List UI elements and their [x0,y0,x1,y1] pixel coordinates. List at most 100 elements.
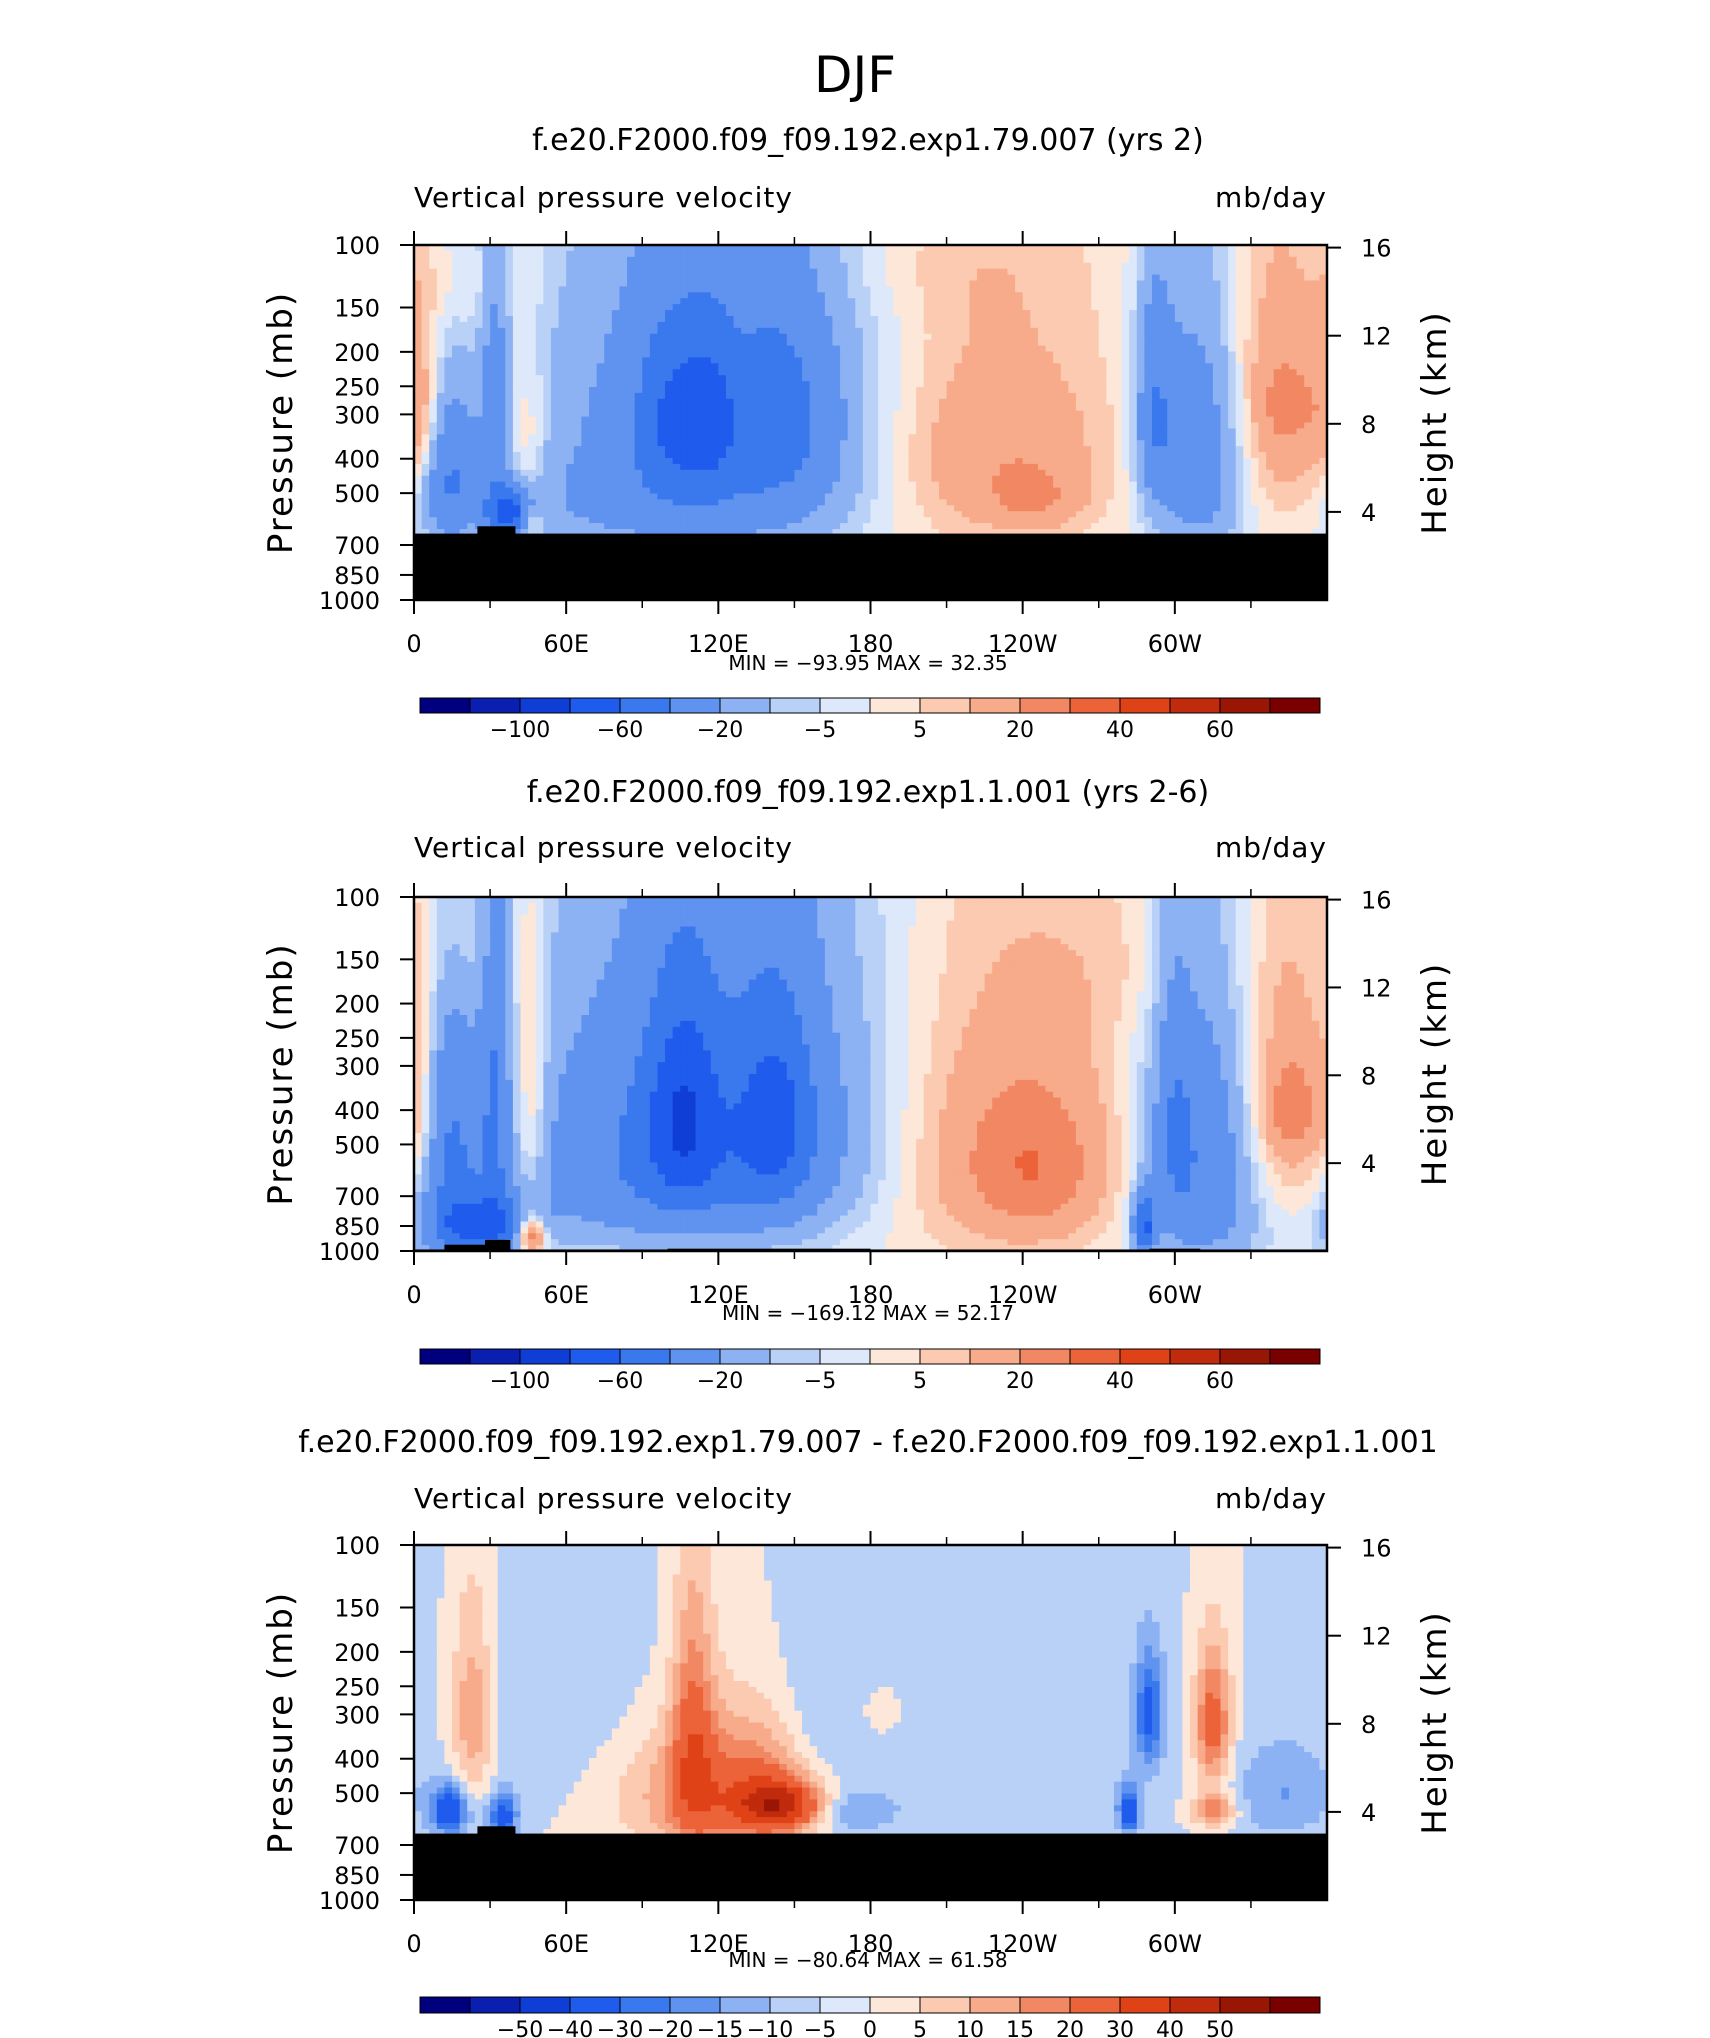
heat-cell [733,446,742,453]
heat-cell [452,446,461,453]
heat-cell [649,469,659,477]
heat-cell [543,274,552,282]
heat-cell [1159,369,1168,376]
heat-cell [1235,398,1244,406]
heat-cell [566,327,575,335]
heat-cell [550,310,560,317]
heat-cell [1053,250,1062,258]
heat-cell [672,410,681,418]
heat-cell [1144,327,1153,335]
heat-cell [474,452,484,459]
heat-cell [642,381,651,388]
heat-cell [817,410,826,418]
heat-cell [817,463,826,471]
heat-cell [1174,375,1184,382]
heat-cell [634,245,643,252]
heat-cell [573,446,582,453]
heat-cell [535,321,544,329]
heat-cell [840,286,849,293]
heat-cell [748,469,757,477]
heat-cell [878,387,887,394]
heat-cell [634,422,643,430]
heat-cell [999,357,1009,364]
heat-cell [802,280,811,288]
heat-cell [1319,256,1328,264]
heat-cell [824,375,834,382]
heat-cell [1030,327,1039,335]
heat-cell [1136,392,1145,400]
heat-cell [535,404,544,412]
heat-cell [1098,280,1107,288]
heat-cell [1037,345,1047,353]
heat-cell [1136,398,1145,406]
heat-cell [725,339,735,347]
heat-cell [436,363,446,370]
heat-cell [474,387,484,394]
heat-cell [809,463,818,471]
heat-cell [1197,481,1206,489]
heat-cell [1266,440,1275,447]
heat-cell [619,298,628,305]
heat-cell [1296,310,1305,317]
heat-cell [543,268,552,276]
heat-cell [977,452,986,459]
heat-cell [459,440,468,447]
heat-cell [1311,452,1320,459]
heat-cell [786,298,796,305]
heat-cell [566,446,575,453]
heat-cell [596,333,605,341]
heat-cell [1075,463,1085,471]
heat-cell [908,292,917,299]
heat-cell [573,316,582,323]
heat-cell [794,245,803,252]
heat-cell [1015,398,1024,406]
heat-cell [984,304,993,311]
heat-cell [1121,280,1130,288]
heat-cell [581,440,590,447]
heat-cell [779,381,788,388]
heat-cell [938,321,948,329]
heat-cell [421,327,430,335]
heat-cell [832,280,841,288]
heat-cell [725,262,735,270]
heat-cell [1129,428,1138,435]
heat-cell [938,422,948,430]
heat-cell [969,475,978,483]
heat-cell [665,250,674,258]
heat-cell [1288,333,1298,341]
heat-cell [885,475,894,483]
heat-cell [1152,458,1161,465]
heat-cell [1235,481,1244,489]
heat-cell [657,392,666,400]
heat-cell [1319,463,1328,471]
heat-cell [1182,434,1191,441]
heat-cell [528,268,537,276]
heat-cell [923,392,932,400]
heat-cell [1037,416,1047,424]
heat-cell [1228,416,1237,424]
heat-cell [999,286,1009,293]
heat-cell [878,392,887,400]
heat-cell [893,475,902,483]
heat-cell [611,351,621,359]
heat-cell [1037,310,1047,317]
heat-cell [695,310,704,317]
heat-cell [1121,245,1130,252]
heat-cell [611,316,621,323]
heat-cell [1250,481,1260,489]
heat-cell [703,416,712,424]
heat-cell [999,327,1009,335]
heat-cell [1053,452,1062,459]
heat-cell [649,481,659,489]
heat-cell [550,256,560,264]
heat-cell [954,434,963,441]
heat-cell [528,487,537,495]
heat-cell [1205,280,1214,288]
heat-cell [1106,434,1115,441]
heat-cell [665,446,674,453]
heat-cell [840,327,849,335]
heat-cell [1152,452,1161,459]
heat-cell [802,333,811,341]
heat-cell [847,268,856,276]
heat-cell [649,292,659,299]
